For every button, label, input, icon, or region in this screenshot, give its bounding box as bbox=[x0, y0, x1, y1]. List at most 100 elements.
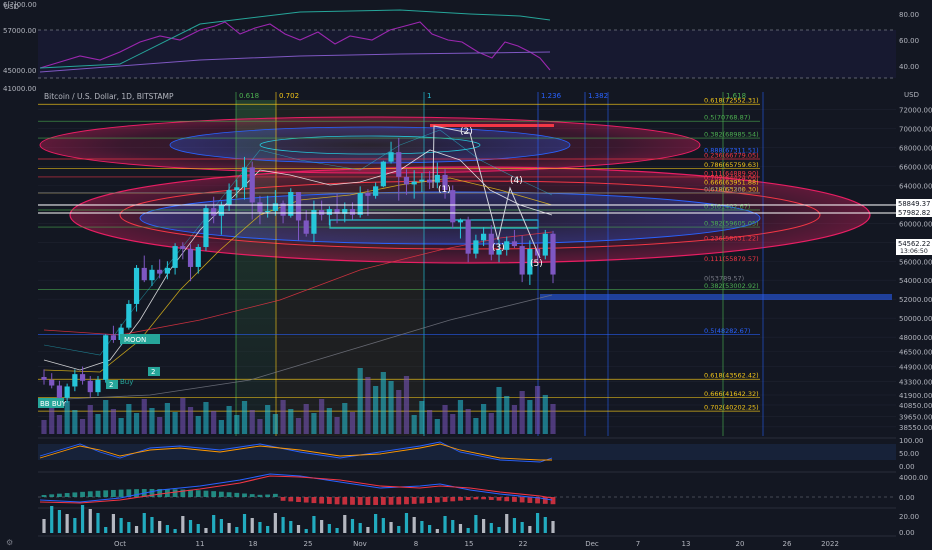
osc3-bar bbox=[196, 524, 200, 533]
macd-hist-bar bbox=[218, 491, 224, 497]
volume-bar bbox=[534, 386, 541, 434]
fib-label: 0.5(70768.87) bbox=[704, 114, 750, 122]
candle[interactable] bbox=[265, 210, 271, 212]
candle[interactable] bbox=[550, 233, 556, 275]
osc3-bar bbox=[505, 514, 509, 533]
candle[interactable] bbox=[326, 209, 332, 215]
candle[interactable] bbox=[103, 335, 109, 380]
time-axis[interactable]: Oct 11 18 25 Nov 8 15 22 Dec 7 13 20 26 2022 bbox=[38, 535, 896, 548]
candle[interactable] bbox=[411, 181, 417, 185]
candle[interactable] bbox=[141, 267, 147, 281]
fib-label: 0.5(61402.67) bbox=[704, 203, 750, 211]
candle[interactable] bbox=[527, 248, 533, 275]
candle[interactable] bbox=[542, 233, 548, 256]
candle[interactable] bbox=[403, 176, 410, 185]
candle[interactable] bbox=[280, 203, 286, 216]
candle[interactable] bbox=[257, 202, 263, 212]
candle[interactable] bbox=[419, 179, 425, 182]
candle[interactable] bbox=[388, 152, 394, 162]
candle[interactable] bbox=[149, 269, 155, 281]
candle[interactable] bbox=[211, 208, 217, 216]
candle[interactable] bbox=[380, 161, 386, 187]
candle[interactable] bbox=[164, 267, 170, 274]
candle[interactable] bbox=[396, 152, 402, 177]
candle[interactable] bbox=[226, 190, 232, 206]
candle[interactable] bbox=[187, 248, 194, 267]
candle[interactable] bbox=[79, 374, 86, 381]
volume-bar bbox=[87, 405, 93, 434]
osc1-tick: 100.00 bbox=[899, 437, 924, 445]
candle[interactable] bbox=[64, 386, 70, 398]
candle[interactable] bbox=[427, 179, 433, 183]
candle[interactable] bbox=[357, 192, 363, 215]
candle[interactable] bbox=[249, 167, 255, 203]
signal-2: 2 bbox=[148, 367, 160, 376]
candle[interactable] bbox=[311, 210, 317, 234]
time-tick: 11 bbox=[196, 540, 205, 548]
osc3-bar bbox=[335, 528, 339, 533]
candle[interactable] bbox=[504, 241, 510, 250]
price-axis[interactable]: 72000.00 70000.00 68000.00 66000.00 64000.00… bbox=[899, 106, 932, 431]
oscillator-1: 100.00 50.00 0.00 bbox=[38, 437, 924, 471]
candle[interactable] bbox=[465, 219, 471, 254]
candle[interactable] bbox=[450, 190, 456, 223]
candle[interactable] bbox=[180, 246, 186, 249]
candle[interactable] bbox=[41, 376, 47, 380]
candle[interactable] bbox=[519, 246, 525, 275]
osc3-bar bbox=[451, 520, 455, 533]
candle[interactable] bbox=[373, 186, 379, 196]
candle[interactable] bbox=[319, 210, 325, 215]
candle[interactable] bbox=[496, 249, 502, 255]
candle[interactable] bbox=[434, 174, 440, 183]
candle[interactable] bbox=[334, 209, 340, 214]
top-right-axis: 80.00 60.00 40.00 bbox=[899, 11, 919, 71]
osc3-bar bbox=[219, 519, 223, 533]
settings-icon[interactable]: ⚙ bbox=[6, 538, 13, 547]
candle[interactable] bbox=[234, 187, 240, 191]
candle[interactable] bbox=[218, 205, 224, 216]
candle[interactable] bbox=[110, 335, 117, 340]
candle[interactable] bbox=[195, 247, 201, 267]
candle[interactable] bbox=[126, 303, 132, 328]
candle[interactable] bbox=[349, 209, 356, 215]
macd-hist-bar bbox=[57, 493, 62, 497]
candle[interactable] bbox=[473, 240, 479, 254]
time-fib-label: 1.236 bbox=[541, 92, 562, 100]
candle[interactable] bbox=[56, 385, 63, 398]
candle[interactable] bbox=[241, 167, 248, 188]
candle[interactable] bbox=[172, 246, 178, 268]
svg-text:BB BUY: BB BUY bbox=[40, 400, 67, 408]
time-tick: 13 bbox=[682, 540, 691, 548]
svg-text:MOON: MOON bbox=[124, 336, 146, 344]
macd-hist-bar bbox=[357, 497, 363, 505]
candle[interactable] bbox=[457, 219, 464, 223]
candle[interactable] bbox=[342, 209, 348, 214]
candle[interactable] bbox=[480, 233, 487, 241]
volume-bar bbox=[241, 401, 248, 434]
candle[interactable] bbox=[72, 374, 78, 387]
candle[interactable] bbox=[49, 379, 55, 386]
candle[interactable] bbox=[157, 269, 163, 274]
time-tick: 18 bbox=[249, 540, 258, 548]
candle[interactable] bbox=[511, 241, 518, 247]
candle[interactable] bbox=[272, 203, 278, 211]
macd-hist-bar bbox=[172, 489, 178, 497]
candle[interactable] bbox=[442, 174, 448, 191]
price-tick: 44900.00 bbox=[899, 364, 932, 372]
candle[interactable] bbox=[295, 192, 302, 221]
time-tick: 15 bbox=[465, 540, 474, 548]
candle[interactable] bbox=[203, 208, 209, 248]
candle[interactable] bbox=[488, 233, 494, 255]
candle[interactable] bbox=[365, 192, 371, 196]
candle[interactable] bbox=[87, 380, 93, 393]
candle[interactable] bbox=[288, 192, 294, 216]
candle[interactable] bbox=[303, 220, 309, 234]
candle[interactable] bbox=[118, 327, 124, 340]
wave-label-3: (3) bbox=[492, 243, 505, 253]
osc1-tick: 0.00 bbox=[899, 463, 915, 471]
osc3-bar bbox=[358, 523, 362, 533]
candle[interactable] bbox=[95, 379, 101, 393]
candle[interactable] bbox=[133, 267, 140, 304]
osc3-bar bbox=[512, 518, 517, 533]
